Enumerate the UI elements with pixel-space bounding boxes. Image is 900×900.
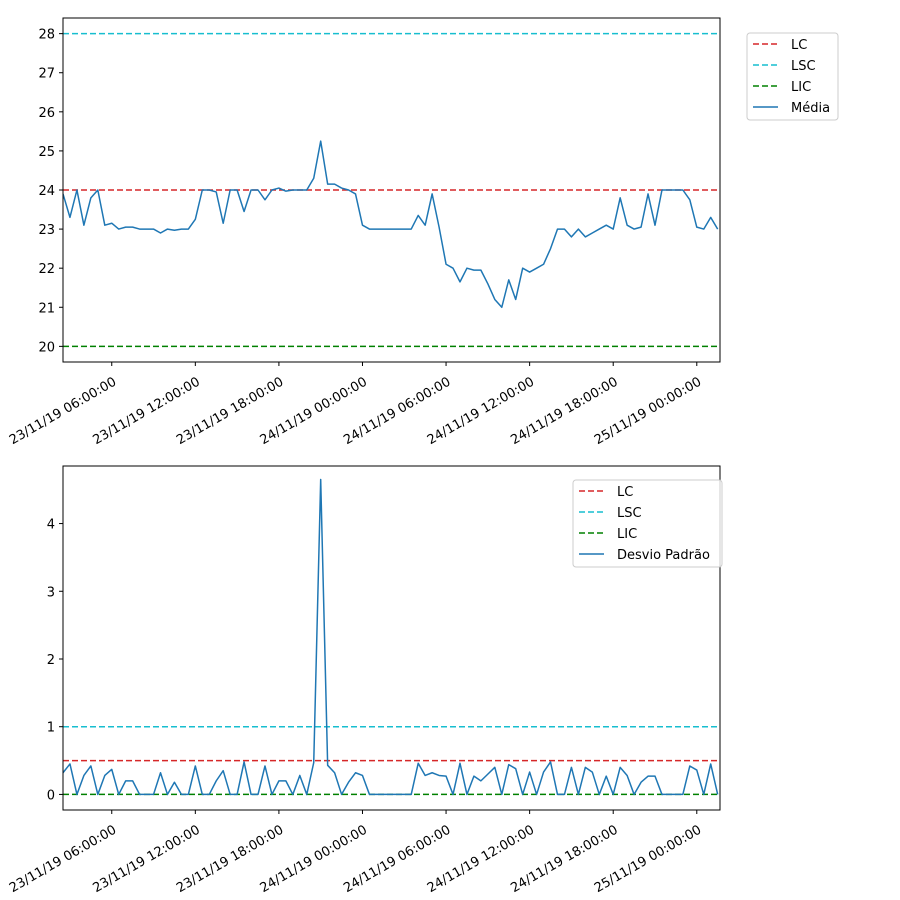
y-tick-label: 27 (38, 67, 55, 82)
y-tick-label: 22 (38, 262, 55, 277)
legend-label: LIC (617, 527, 637, 542)
series-line-1 (63, 140, 719, 309)
legend-label: LSC (791, 59, 816, 74)
y-tick-label: 21 (38, 301, 55, 316)
legend-label: Média (791, 101, 830, 116)
y-tick-label: 28 (38, 28, 55, 43)
y-tick-label: 1 (47, 721, 55, 736)
legend-label: LSC (617, 506, 642, 521)
y-tick-label: 25 (38, 145, 55, 160)
legend-box (746, 32, 839, 121)
legend: LC LSC LIC Desvio Padrão (572, 479, 723, 568)
y-tick-label: 2 (47, 653, 55, 668)
legend: LC LSC LIC Média (746, 32, 839, 121)
legend-label: LIC (791, 80, 811, 95)
legend-box (572, 479, 723, 568)
legend-label: LC (617, 485, 633, 500)
data-layer (63, 478, 720, 796)
legend-label: LC (791, 38, 807, 53)
y-tick-label: 26 (38, 106, 55, 121)
y-tick-label: 4 (47, 518, 55, 533)
axes-frame (62, 17, 721, 363)
y-tick-label: 3 (47, 585, 55, 600)
series-line-1 (63, 478, 719, 796)
axes-frame (62, 465, 721, 811)
y-tick-label: 20 (38, 340, 55, 355)
legend-label: Desvio Padrão (617, 548, 710, 563)
y-tick-label: 24 (38, 184, 55, 199)
y-tick-label: 23 (38, 223, 55, 238)
data-layer (63, 32, 720, 348)
y-tick-label: 0 (47, 788, 55, 803)
